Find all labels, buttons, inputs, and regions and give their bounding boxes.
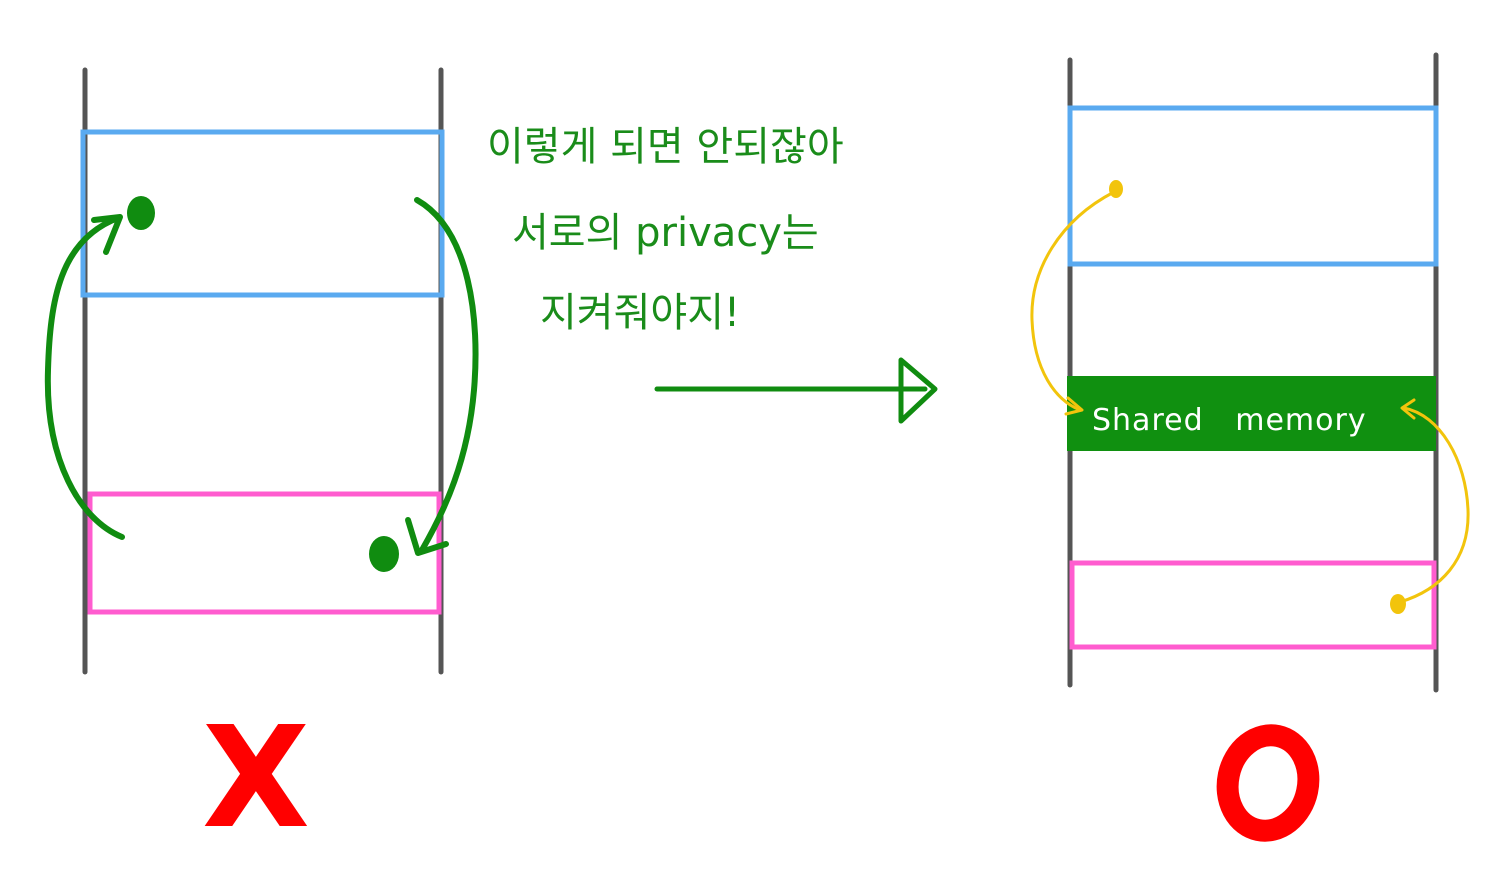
right-top-dot xyxy=(1109,180,1123,198)
bottom-shared-access-arrow xyxy=(1398,406,1470,604)
wrong-mark: X xyxy=(202,697,310,860)
note: 이렇게 되면 안되잖아 서로의 privacy는 지켜줘야지! xyxy=(487,124,844,336)
left-diagram: X xyxy=(44,67,479,860)
note-line-2: 서로의 privacy는 xyxy=(512,210,819,256)
transition-arrowhead xyxy=(898,357,938,424)
right-access-arrowhead xyxy=(405,517,449,556)
note-line-3: 지켜줘야지! xyxy=(540,290,740,336)
right-mark xyxy=(1216,724,1320,842)
left-access-arrow xyxy=(44,215,125,540)
right-process-a-box xyxy=(1067,105,1439,267)
note-line-1: 이렇게 되면 안되잖아 xyxy=(487,124,844,170)
left-top-dot xyxy=(127,196,155,230)
top-shared-access-arrow xyxy=(1030,190,1116,412)
bottom-shared-access-arrowhead xyxy=(1400,398,1416,420)
left-access-arrowhead xyxy=(91,214,123,255)
left-bottom-dot xyxy=(369,536,399,572)
right-diagram: Shared memory O xyxy=(1030,52,1470,842)
shared-memory-label: Shared memory xyxy=(1092,403,1367,438)
right-bottom-dot xyxy=(1390,594,1406,614)
right-access-arrow xyxy=(414,197,479,553)
right-process-b-box xyxy=(1069,560,1437,650)
right-mark-text: O xyxy=(1268,782,1269,784)
top-shared-access-arrowhead xyxy=(1064,396,1084,416)
left-process-b-box xyxy=(87,491,442,615)
transition-arrow xyxy=(654,357,938,424)
shared-memory-block xyxy=(1067,376,1436,451)
left-process-a-box xyxy=(80,129,445,298)
